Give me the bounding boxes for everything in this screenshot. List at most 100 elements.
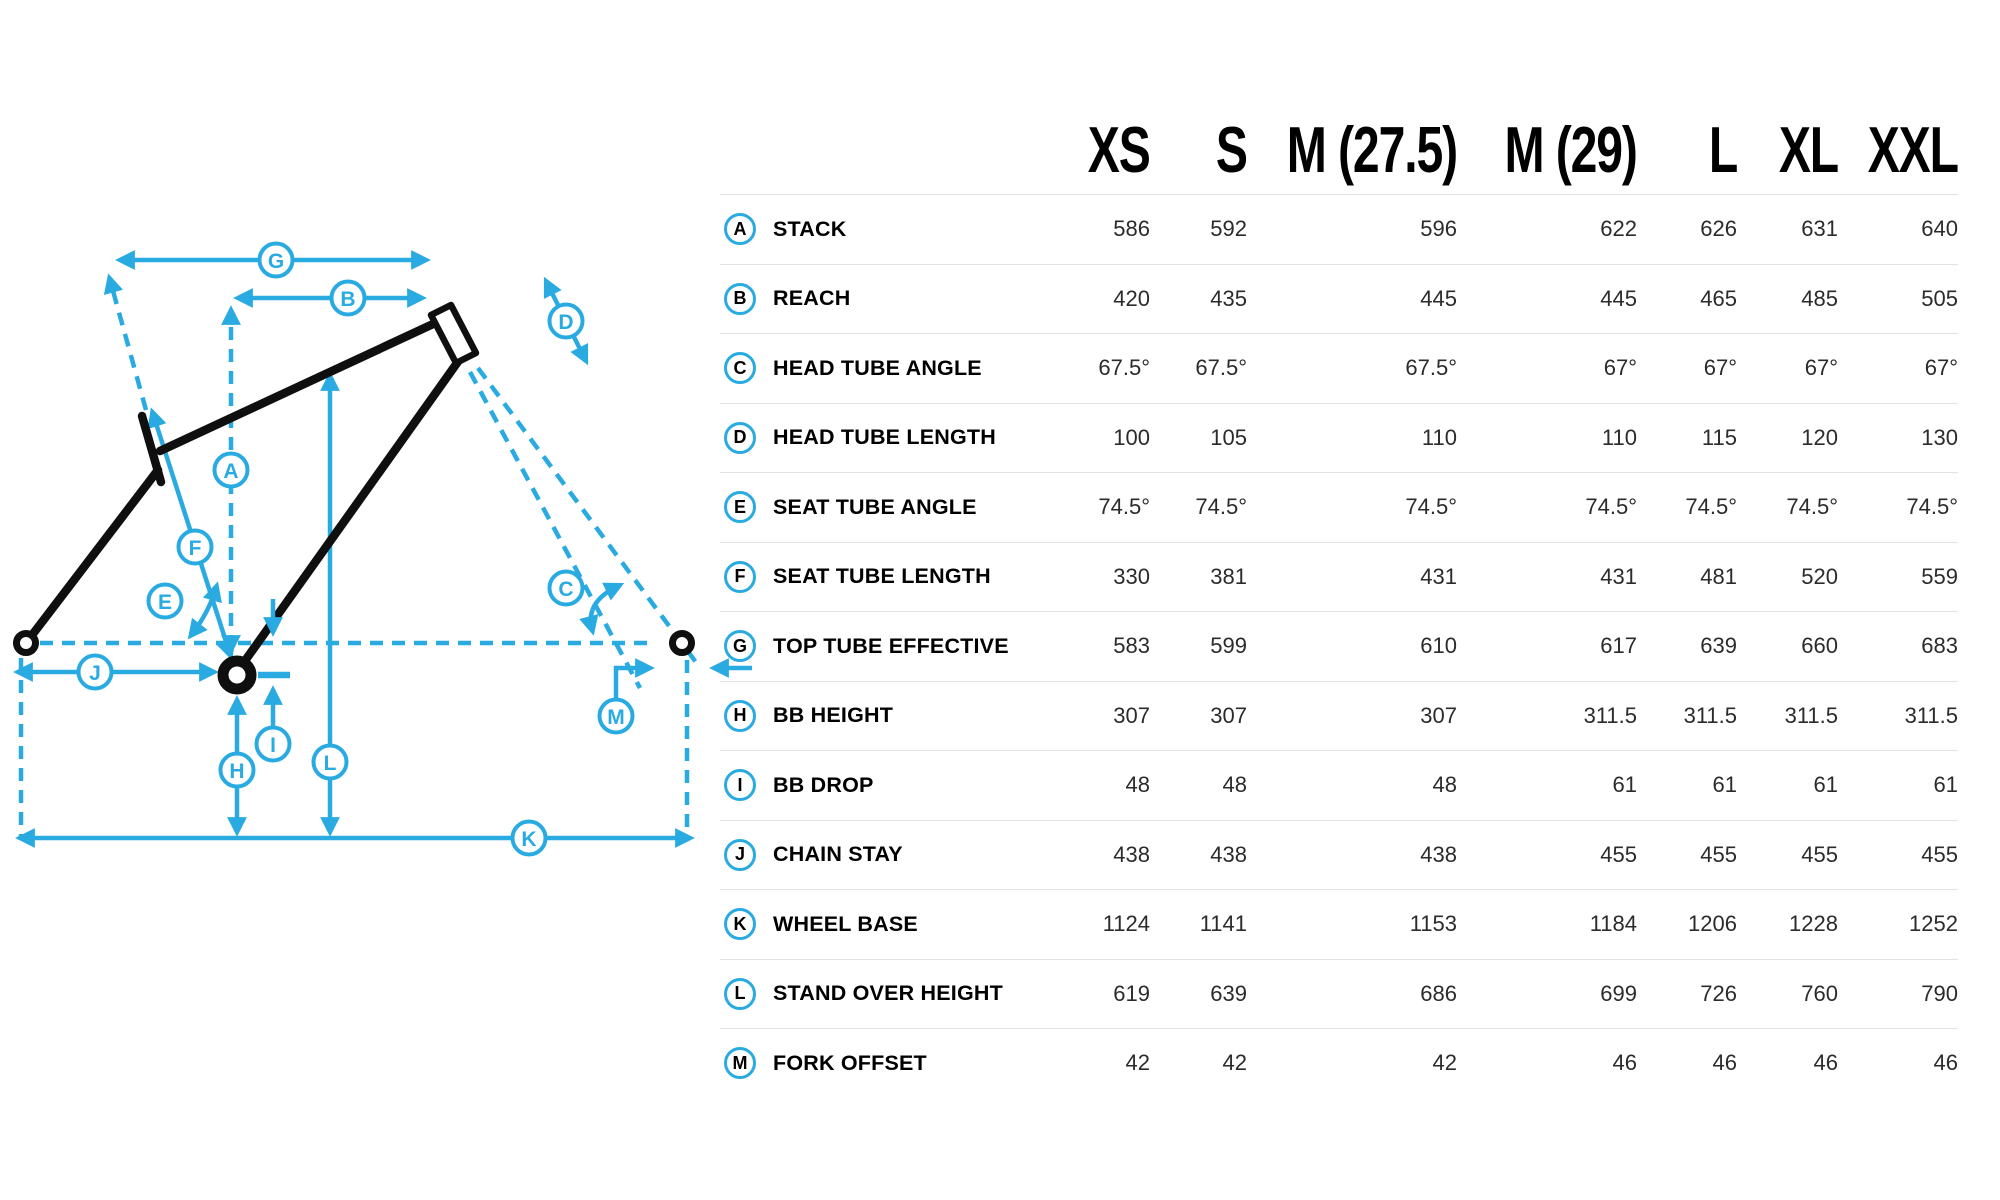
size-label: M (29) [1504,113,1638,186]
bike-geometry-diagram: A B C D E F G H I J K L M [13,241,752,857]
geometry-value-cell: 48 [1125,772,1150,798]
geometry-value-cell: 431 [1420,563,1457,589]
row-label-cell: M FORK OFFSET [720,1047,1050,1080]
geometry-value-cell: 790 [1921,980,1958,1006]
seat-tube-extension-line [103,273,149,411]
diagram-letter-a: A [223,460,238,483]
front-axle [669,630,695,656]
geometry-value-cell: 61 [1933,772,1958,798]
row-label: WHEEL BASE [773,911,918,936]
row-label-cell: E SEAT TUBE ANGLE [720,491,1050,524]
geometry-value-cell: 1153 [1409,911,1457,937]
geometry-value-cell: 130 [1921,424,1958,450]
diagram-letter-g: G [268,250,284,273]
row-label: SEAT TUBE ANGLE [773,494,977,519]
diagram-label-g [257,241,295,279]
row-label: TOP TUBE EFFECTIVE [773,633,1009,658]
geometry-value-cell: 617 [1600,633,1637,659]
overlay-indicators [263,599,752,726]
row-label-cell: K WHEEL BASE [720,908,1050,941]
table-row: E SEAT TUBE ANGLE 74.5° 74.5° 74.5° 74.5° 74.5… [720,472,1958,542]
row-letter: G [732,635,747,656]
geometry-value-cell: 110 [1421,424,1457,450]
size-header-cell: M (29) [1457,104,1638,186]
diagram-label-h [218,751,256,789]
row-label-cell: I BB DROP [720,769,1050,802]
frame-outline [13,301,695,695]
geometry-value-cell: 61 [1612,772,1637,798]
geometry-value-cell: 74.5° [1585,494,1637,520]
seat-tube-angle-arc [187,581,222,640]
row-letter: M [732,1052,748,1073]
row-label-cell: J CHAIN STAY [720,838,1050,871]
rear-axle [13,630,39,656]
row-label: HEAD TUBE ANGLE [773,355,982,380]
geometry-value-cell: 1206 [1688,911,1737,937]
row-letter-badge: G [724,630,756,663]
geometry-value-cell: 42 [1125,1050,1150,1076]
geometry-value-cell: 42 [1222,1050,1247,1076]
geometry-value-cell: 455 [1921,841,1958,867]
geometry-value-cell: 67.5° [1405,355,1457,381]
geometry-value-cell: 67.5° [1195,355,1247,381]
geometry-value-cell: 760 [1801,980,1838,1006]
row-label-cell: L STAND OVER HEIGHT [720,977,1050,1010]
geometry-value-cell: 686 [1420,980,1457,1006]
row-label-cell: C HEAD TUBE ANGLE [720,352,1050,385]
row-letter: C [733,357,747,378]
size-label: M (27.5) [1286,113,1458,186]
size-label: L [1708,113,1738,186]
geometry-value-cell: 105 [1210,424,1247,450]
row-letter-badge: F [724,560,756,593]
table-row: H BB HEIGHT 307 307 307 311.5 311.5 311.5 311.5 [720,680,1958,751]
row-label-cell: H BB HEIGHT [720,699,1050,732]
diagram-letter-i: I [270,734,276,757]
fork-axis-line [476,366,700,667]
size-header-cell: M (27.5) [1247,104,1458,186]
row-label: SEAT TUBE LENGTH [773,564,991,589]
row-label-cell: D HEAD TUBE LENGTH [720,421,1050,454]
geometry-value-cell: 67.5° [1098,355,1150,381]
dimension-arrows [13,250,695,848]
geometry-value-cell: 381 [1210,563,1247,589]
geometry-value-cell: 67° [1804,355,1838,381]
row-letter: A [733,218,747,239]
geometry-value-cell: 1184 [1589,911,1637,937]
row-label: BB DROP [773,772,874,797]
table-row: L STAND OVER HEIGHT 619 639 686 699 726 760 790 [720,958,1958,1029]
geometry-value-cell: 307 [1113,702,1150,728]
diagram-label-d [547,302,585,340]
row-letter-badge: D [724,421,756,454]
geometry-value-cell: 330 [1113,563,1150,589]
geometry-value-cell: 311.5 [1583,702,1637,728]
diagram-letter-e: E [158,591,172,614]
geometry-value-cell: 307 [1420,702,1457,728]
geometry-value-cell: 48 [1222,772,1247,798]
geometry-value-cell: 420 [1113,285,1150,311]
geometry-value-cell: 48 [1432,772,1457,798]
geometry-value-cell: 311.5 [1784,702,1838,728]
diagram-label-i [254,725,292,763]
top-tube [155,313,451,456]
row-letter-badge: I [724,769,756,802]
construction-lines [18,273,700,840]
diagram-letter-h: H [229,760,244,783]
row-label: CHAIN STAY [773,842,903,867]
table-row: C HEAD TUBE ANGLE 67.5° 67.5° 67.5° 67° 67° 67°… [720,333,1958,403]
diagram-label-e [146,582,184,620]
geometry-value-cell: 465 [1700,285,1737,311]
head-tube [427,301,480,367]
diagram-letter-c: C [558,578,573,601]
geometry-value-cell: 46 [1933,1050,1958,1076]
geometry-value-cell: 505 [1921,285,1958,311]
row-label-cell: B REACH [720,282,1050,315]
geometry-value-cell: 46 [1813,1050,1838,1076]
diagram-label-j [76,653,114,691]
diagram-label-l [311,743,349,781]
geometry-value-cell: 583 [1113,633,1150,659]
table-row: J CHAIN STAY 438 438 438 455 455 455 455 [720,819,1958,890]
geometry-value-cell: 596 [1420,216,1457,242]
size-column-headers: XS S M (27.5) M (29) L XL XXL [720,104,1959,186]
geometry-value-cell: 626 [1700,216,1737,242]
